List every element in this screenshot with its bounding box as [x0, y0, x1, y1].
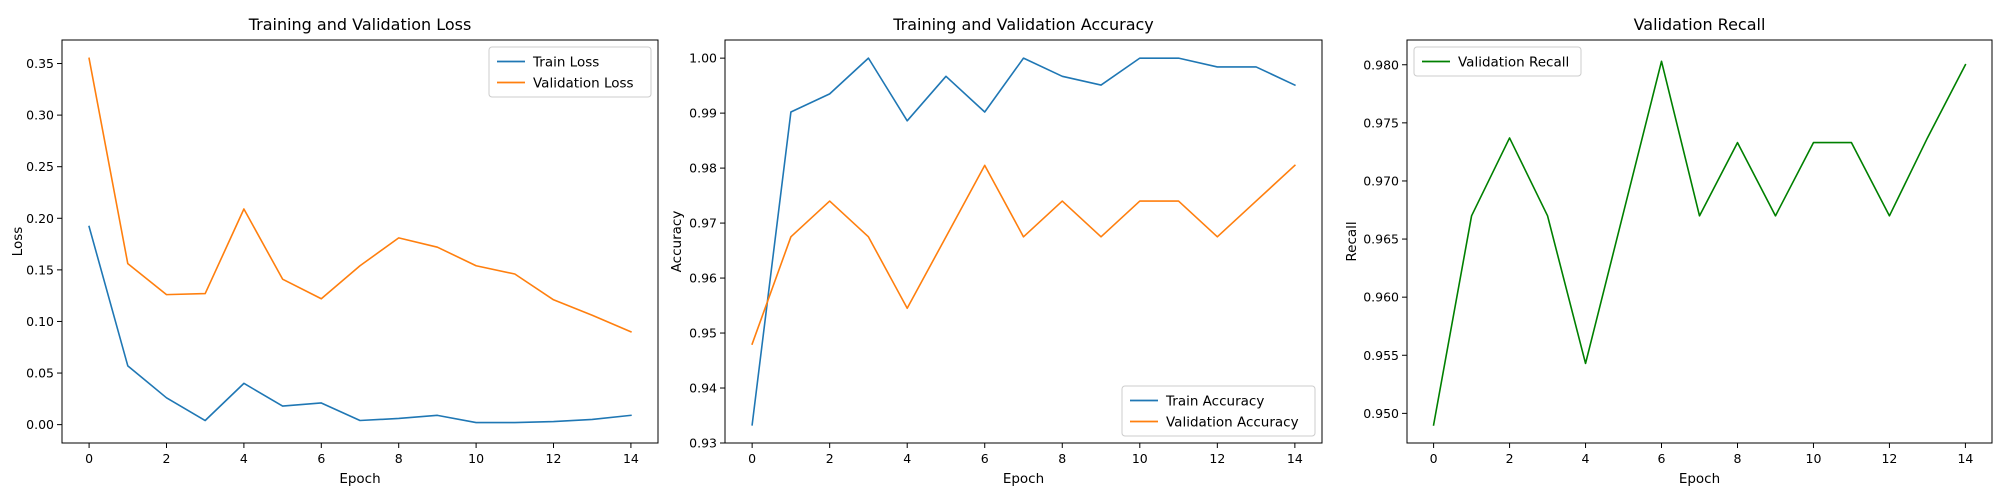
x-tick-label: 12 — [546, 451, 562, 466]
x-tick-label: 14 — [1287, 451, 1303, 466]
legend: Validation Recall — [1413, 46, 1582, 77]
y-axis-label: Loss — [10, 227, 26, 257]
x-tick-label: 8 — [1734, 451, 1742, 466]
legend-label: Validation Accuracy — [1166, 415, 1299, 431]
axes-frame — [61, 39, 659, 444]
y-tick-label: 0.99 — [689, 106, 717, 121]
x-tick-label: 0 — [1430, 451, 1438, 466]
y-tick-label: 0.00 — [26, 417, 54, 432]
legend-label: Train Accuracy — [1165, 394, 1264, 410]
x-tick-label: 4 — [1582, 451, 1590, 466]
y-tick-label: 0.25 — [26, 159, 54, 174]
legend-label: Validation Recall — [1458, 55, 1569, 71]
y-tick-label: 0.960 — [1363, 290, 1399, 305]
y-tick-label: 0.95 — [689, 326, 717, 341]
chart-1: Training and Validation Loss 0 2 4 6 8 10 12 14 0… — [10, 15, 659, 487]
x-tick-label: 0 — [748, 451, 756, 466]
x-tick-label: 10 — [1806, 451, 1822, 466]
y-tick-label: 0.975 — [1363, 115, 1399, 130]
x-tick-label: 4 — [903, 451, 911, 466]
legend: Train Loss Validation Loss — [488, 46, 652, 98]
x-tick-label: 10 — [468, 451, 484, 466]
legend-label: Train Loss — [532, 55, 599, 71]
x-tick-label: 12 — [1881, 451, 1897, 466]
x-axis-label: Epoch — [339, 471, 380, 487]
series-line-2 — [88, 57, 632, 333]
chart-3: Validation Recall 0 2 4 6 8 10 12 14 0.950 0.955 0.… — [1344, 15, 1993, 487]
series-line-1 — [88, 225, 632, 424]
y-tick-label: 0.20 — [26, 211, 54, 226]
y-tick-label: 0.955 — [1363, 348, 1399, 363]
chart-title: Training and Validation Loss — [248, 15, 472, 34]
y-tick-label: 0.965 — [1363, 232, 1399, 247]
x-axis-label: Epoch — [1003, 471, 1044, 487]
y-axis-label: Accuracy — [669, 211, 685, 273]
y-tick-label: 0.980 — [1363, 57, 1399, 72]
x-tick-label: 6 — [317, 451, 325, 466]
x-tick-label: 8 — [1058, 451, 1066, 466]
y-tick-label: 0.98 — [689, 161, 717, 176]
y-tick-label: 0.10 — [26, 314, 54, 329]
y-tick-label: 0.05 — [26, 366, 54, 381]
x-tick-label: 2 — [163, 451, 171, 466]
y-tick-label: 0.35 — [26, 56, 54, 71]
legend: Train Accuracy Validation Accuracy — [1121, 385, 1316, 437]
legend-label: Validation Loss — [533, 76, 634, 92]
y-tick-label: 0.96 — [689, 271, 717, 286]
y-tick-label: 0.15 — [26, 262, 54, 277]
chart-title: Training and Validation Accuracy — [892, 15, 1154, 34]
y-tick-label: 0.97 — [689, 216, 717, 231]
x-tick-label: 12 — [1209, 451, 1225, 466]
x-tick-label: 6 — [981, 451, 989, 466]
series-line-1 — [751, 57, 1296, 426]
x-tick-label: 4 — [240, 451, 248, 466]
chart-2: Training and Validation Accuracy 0 2 4 6 8 10 1… — [669, 15, 1323, 487]
x-tick-label: 2 — [1506, 451, 1514, 466]
x-axis-label: Epoch — [1679, 471, 1720, 487]
x-tick-label: 2 — [826, 451, 834, 466]
x-tick-label: 14 — [1957, 451, 1973, 466]
y-tick-label: 0.94 — [689, 381, 717, 396]
y-tick-label: 1.00 — [689, 51, 717, 66]
x-tick-label: 10 — [1132, 451, 1148, 466]
axes-frame — [1406, 39, 1993, 444]
y-axis-label: Recall — [1344, 221, 1360, 261]
y-tick-label: 0.93 — [689, 436, 717, 451]
x-tick-label: 8 — [395, 451, 403, 466]
x-tick-label: 14 — [623, 451, 639, 466]
x-tick-label: 0 — [85, 451, 93, 466]
series-line-1 — [1432, 60, 1967, 426]
series-line-2 — [751, 164, 1296, 346]
y-tick-label: 0.950 — [1363, 406, 1399, 421]
y-tick-label: 0.970 — [1363, 173, 1399, 188]
legend-box — [1121, 385, 1316, 437]
legend-box — [488, 46, 652, 98]
chart-title: Validation Recall — [1634, 15, 1766, 34]
y-tick-label: 0.30 — [26, 108, 54, 123]
axes-frame — [724, 39, 1323, 444]
legend-box — [1413, 46, 1582, 77]
x-tick-label: 6 — [1658, 451, 1666, 466]
